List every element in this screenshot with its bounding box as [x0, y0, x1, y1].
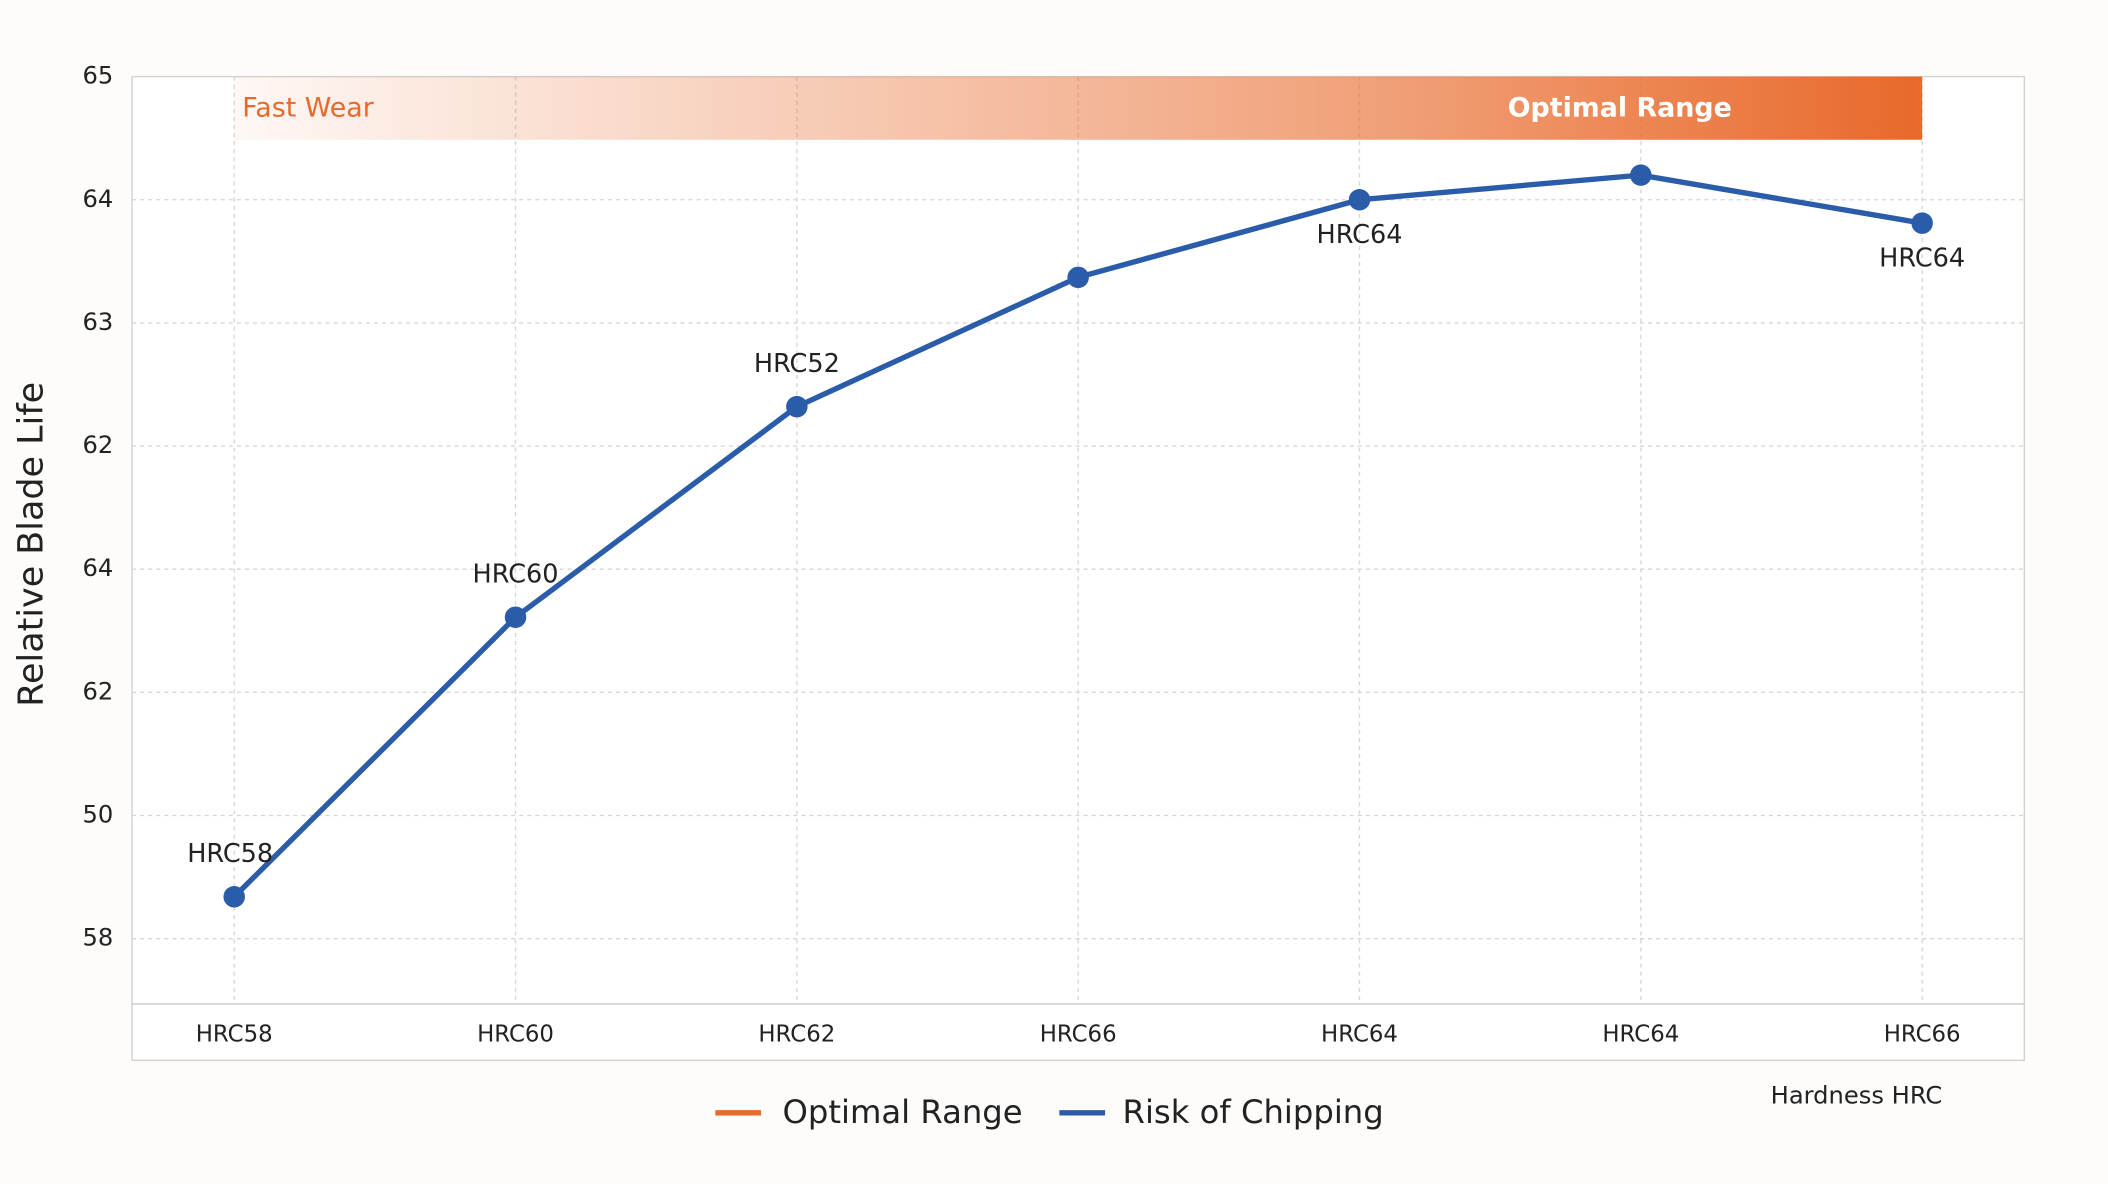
point-label: HRC64	[1317, 220, 1403, 250]
y-tick-label: 62	[82, 677, 113, 705]
point-label: HRC52	[754, 349, 840, 379]
x-axis-label: Hardness HRC	[1771, 1082, 1943, 1110]
y-tick-label: 63	[82, 308, 113, 336]
x-tick-label: HRC66	[1040, 1021, 1117, 1047]
y-tick-label: 62	[82, 431, 113, 459]
data-point	[504, 606, 527, 628]
band-start-label: Fast Wear	[242, 92, 374, 123]
legend-label: Optimal Range	[783, 1093, 1023, 1131]
y-tick-label: 50	[82, 800, 113, 828]
optimal-band	[234, 76, 1923, 140]
y-tick-label: 58	[82, 924, 113, 952]
legend-label: Risk of Chipping	[1123, 1093, 1384, 1131]
data-point	[1630, 164, 1652, 186]
point-label: HRC60	[473, 560, 559, 590]
y-tick-label: 64	[82, 185, 113, 213]
data-point	[223, 886, 245, 908]
data-point	[1911, 212, 1933, 234]
point-label: HRC64	[1879, 243, 1965, 273]
data-point	[1348, 189, 1371, 211]
data-point	[1067, 266, 1089, 289]
point-label: HRC58	[187, 839, 273, 869]
y-tick-label: 65	[82, 62, 113, 90]
data-point	[786, 395, 808, 418]
x-tick-label: HRC64	[1321, 1021, 1398, 1047]
x-tick-label: HRC62	[758, 1021, 835, 1047]
band-label: Optimal Range	[1508, 92, 1732, 123]
x-tick-label: HRC66	[1884, 1021, 1961, 1047]
y-axis-label: Relative Blade Life	[12, 382, 52, 707]
y-tick-label: 64	[82, 554, 113, 582]
x-tick-label: HRC60	[477, 1021, 554, 1047]
x-tick-label: HRC58	[196, 1021, 273, 1047]
x-tick-label: HRC64	[1602, 1021, 1679, 1047]
